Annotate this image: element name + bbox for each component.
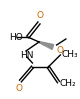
- Text: O: O: [57, 46, 64, 55]
- Text: CH₂: CH₂: [59, 79, 76, 88]
- Text: HN: HN: [20, 50, 34, 59]
- Polygon shape: [39, 41, 54, 49]
- Text: O: O: [16, 84, 23, 93]
- Text: CH₃: CH₃: [61, 50, 78, 59]
- Text: HO: HO: [9, 32, 23, 41]
- Text: O: O: [36, 11, 43, 20]
